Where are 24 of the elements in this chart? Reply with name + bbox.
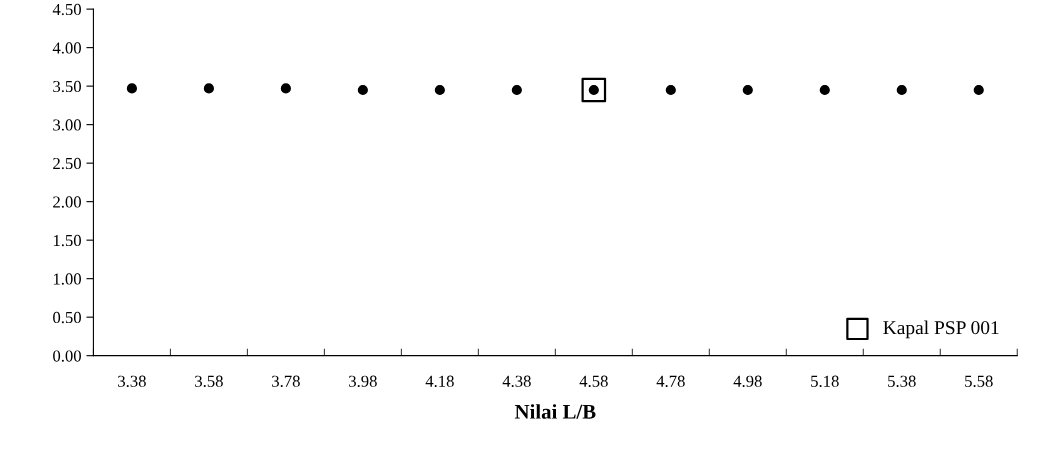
y-tick-label: 3.00 (53, 119, 81, 131)
x-tick-label: 3.78 (272, 375, 300, 387)
y-tick-label: 3.50 (53, 80, 81, 93)
legend-label: Kapal PSP 001 (883, 320, 999, 339)
x-tick-label: 3.38 (118, 375, 146, 387)
y-tick-label: 0.00 (53, 350, 81, 362)
x-tick-label: 4.98 (733, 375, 762, 387)
y-tick-label: 4.50 (52, 3, 81, 16)
x-tick-label: 4.18 (425, 375, 454, 387)
x-tick-label: 5.18 (811, 375, 839, 387)
x-tick-label: 4.58 (579, 375, 608, 387)
x-tick-label: 3.58 (195, 375, 223, 387)
x-tick-label: 5.38 (888, 375, 916, 387)
y-tick-label: 1.00 (53, 273, 81, 285)
x-axis-title: Nilai L/B (514, 404, 596, 419)
y-tick-label: 0.50 (53, 311, 81, 324)
y-tick-label: 4.00 (52, 42, 81, 54)
y-tick-label: 2.00 (53, 196, 81, 208)
x-tick-label: 5.58 (965, 375, 993, 387)
x-tick-label: 3.98 (349, 375, 377, 387)
y-tick-label: 1.50 (53, 234, 81, 247)
y-tick-label: 2.50 (53, 157, 81, 170)
x-tick-label: 4.78 (656, 375, 685, 387)
x-tick-label: 4.38 (502, 375, 531, 387)
